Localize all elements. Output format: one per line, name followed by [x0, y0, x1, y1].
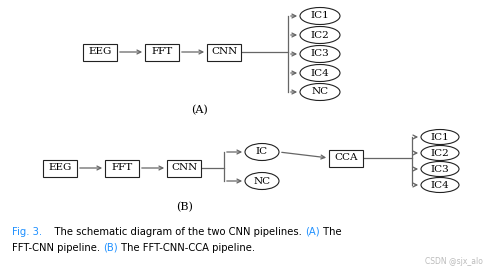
- Text: Fig. 3.: Fig. 3.: [12, 227, 42, 237]
- Text: The schematic diagram of the two CNN pipelines.: The schematic diagram of the two CNN pip…: [42, 227, 305, 237]
- Text: The: The: [320, 227, 342, 237]
- FancyBboxPatch shape: [167, 159, 201, 177]
- Text: IC3: IC3: [431, 165, 449, 173]
- Ellipse shape: [421, 146, 459, 161]
- Text: IC: IC: [256, 147, 268, 157]
- Text: CNN: CNN: [171, 163, 197, 173]
- Text: IC2: IC2: [431, 148, 449, 158]
- Ellipse shape: [300, 65, 340, 81]
- FancyBboxPatch shape: [145, 43, 179, 61]
- Text: The FFT-CNN-CCA pipeline.: The FFT-CNN-CCA pipeline.: [118, 243, 255, 253]
- Text: CSDN @sjx_alo: CSDN @sjx_alo: [425, 258, 483, 266]
- FancyBboxPatch shape: [105, 159, 139, 177]
- Text: IC1: IC1: [431, 132, 449, 142]
- Text: (B): (B): [177, 202, 194, 212]
- Ellipse shape: [300, 27, 340, 43]
- Ellipse shape: [300, 8, 340, 24]
- Text: (A): (A): [192, 105, 208, 115]
- Ellipse shape: [421, 129, 459, 144]
- Text: NC: NC: [311, 87, 329, 96]
- Text: (A): (A): [305, 227, 320, 237]
- Text: IC2: IC2: [311, 31, 329, 39]
- Text: EEG: EEG: [88, 47, 112, 57]
- FancyBboxPatch shape: [207, 43, 241, 61]
- Ellipse shape: [300, 84, 340, 100]
- Ellipse shape: [421, 177, 459, 192]
- Text: FFT-CNN pipeline.: FFT-CNN pipeline.: [12, 243, 103, 253]
- Text: FFT: FFT: [151, 47, 173, 57]
- Ellipse shape: [300, 46, 340, 62]
- Text: CCA: CCA: [334, 154, 358, 162]
- Ellipse shape: [245, 143, 279, 161]
- Text: IC3: IC3: [311, 50, 329, 58]
- FancyBboxPatch shape: [83, 43, 117, 61]
- Text: IC1: IC1: [311, 12, 329, 20]
- Ellipse shape: [245, 173, 279, 189]
- FancyBboxPatch shape: [329, 150, 363, 166]
- Ellipse shape: [421, 162, 459, 177]
- Text: EEG: EEG: [49, 163, 72, 173]
- Text: NC: NC: [253, 177, 271, 185]
- Text: IC4: IC4: [431, 181, 449, 189]
- Text: CNN: CNN: [211, 47, 237, 57]
- Text: (B): (B): [103, 243, 118, 253]
- FancyBboxPatch shape: [43, 159, 77, 177]
- Text: IC4: IC4: [311, 69, 329, 77]
- Text: FFT: FFT: [111, 163, 133, 173]
